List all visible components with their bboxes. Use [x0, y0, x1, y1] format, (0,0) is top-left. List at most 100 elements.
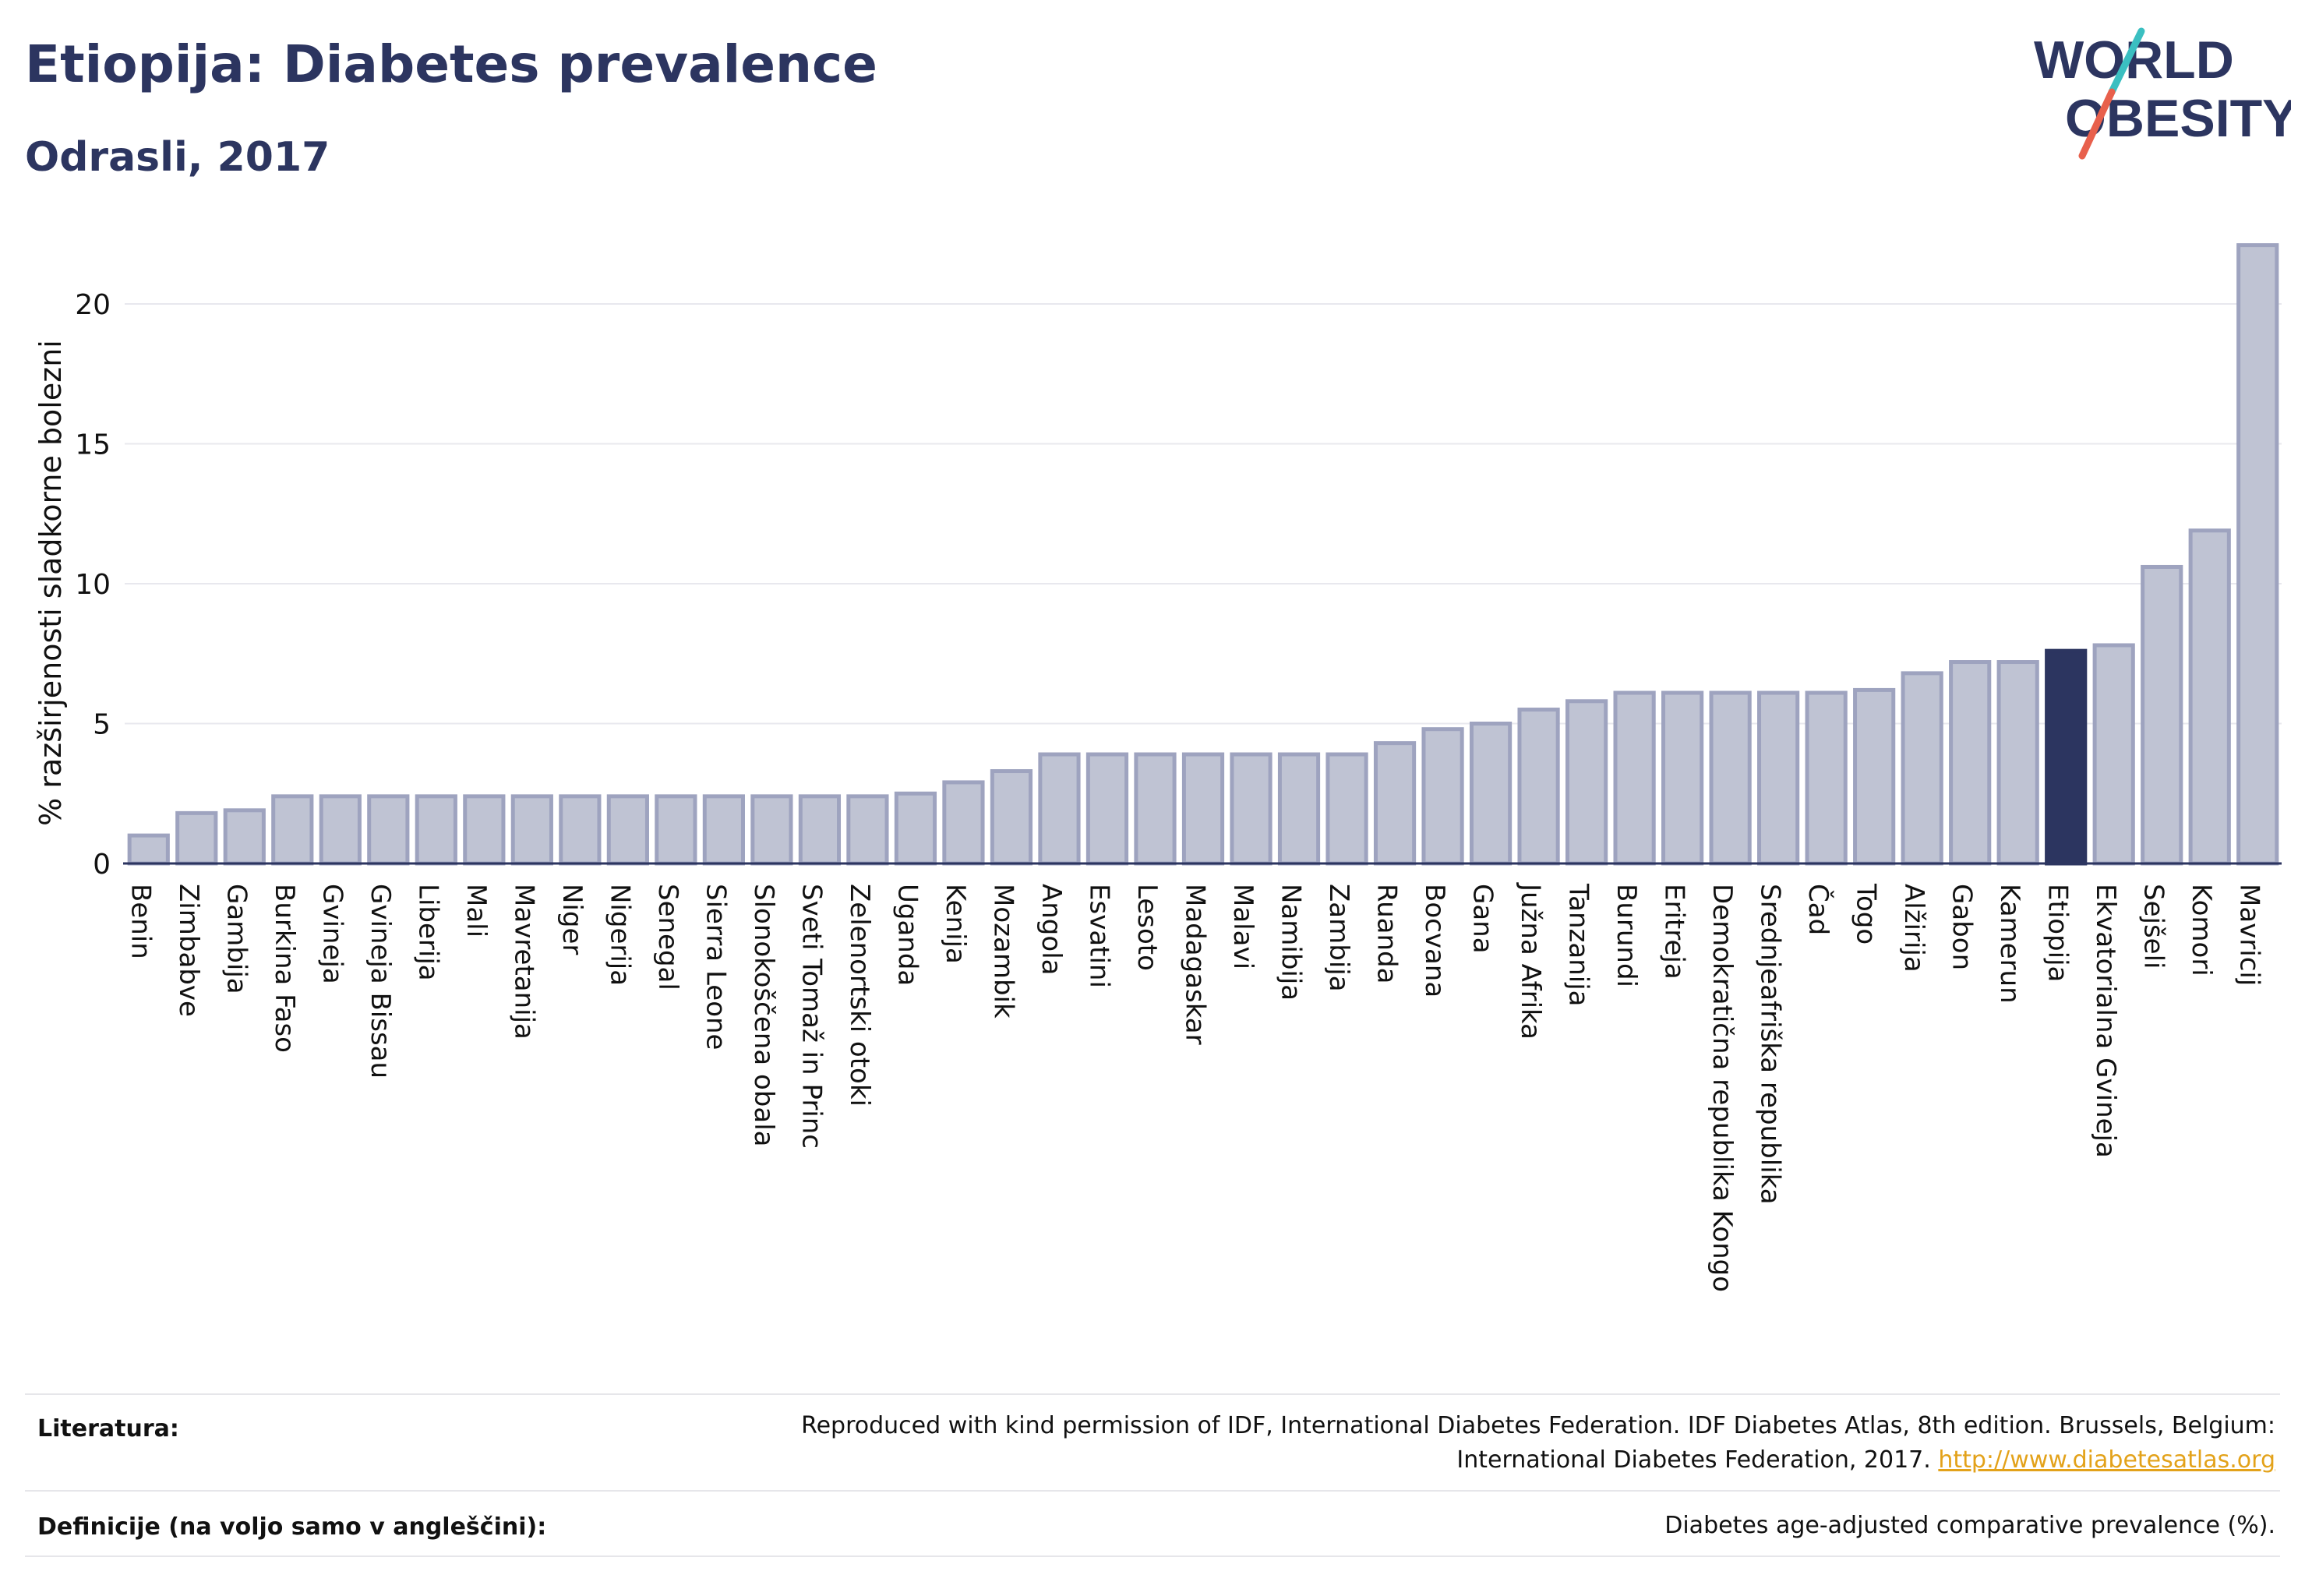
- x-category-label: Malavi: [1227, 884, 1258, 969]
- x-category-label: Slonokoščena obala: [748, 884, 779, 1146]
- x-category-label: Mozambik: [987, 884, 1018, 1019]
- chart-subtitle: Odrasli, 2017: [25, 134, 330, 181]
- references-line-2-wrap: International Diabetes Federation, 2017.…: [801, 1443, 2275, 1478]
- x-category-label: Nigerija: [604, 884, 635, 986]
- x-category-label: Liberija: [412, 884, 443, 981]
- footer-divider-mid: [25, 1490, 2280, 1492]
- bar: [223, 808, 266, 866]
- bar: [1949, 660, 1992, 866]
- bar: [1038, 752, 1081, 866]
- y-tick-label: 0: [93, 849, 111, 881]
- x-category-label: Etiopija: [2042, 884, 2074, 982]
- x-category-label: Angola: [1036, 884, 1067, 975]
- bar: [606, 794, 649, 866]
- x-category-label: Demokratična republika Kongo: [1707, 884, 1738, 1292]
- x-category-label: Zelenortski otoki: [844, 884, 875, 1107]
- x-category-label: Kamerun: [1994, 884, 2025, 1004]
- bar: [2188, 528, 2231, 866]
- bar: [510, 794, 553, 866]
- x-category-label: Alžirija: [1898, 884, 1929, 973]
- y-tick-labels: 0 5 10 15 20: [75, 289, 111, 881]
- x-category-label: Lesoto: [1131, 884, 1163, 971]
- bar: [1469, 722, 1513, 866]
- footer-divider-bottom: [25, 1555, 2280, 1557]
- bar: [271, 794, 314, 866]
- x-category-label: Gvineja Bissau: [365, 884, 396, 1079]
- bar-chart: 0 5 10 15 20 Benin Zimbabve Gambija Burkina Fas…: [34, 243, 2282, 1292]
- world-obesity-logo: WORLD OBESITY: [2034, 27, 2291, 160]
- bar: [942, 780, 985, 866]
- bar: [894, 791, 937, 866]
- x-category-label: Sejšeli: [2138, 884, 2169, 969]
- bar: [1325, 752, 1368, 866]
- references-line-2: International Diabetes Federation, 2017.: [1456, 1446, 1931, 1474]
- bar: [1853, 687, 1896, 866]
- bar: [1996, 660, 2039, 866]
- bar: [1757, 690, 1800, 866]
- x-category-label: Zambija: [1323, 884, 1354, 992]
- y-tick-label: 20: [75, 289, 111, 321]
- x-category-label: Gana: [1467, 884, 1498, 954]
- x-category-label: Bocvana: [1419, 884, 1450, 998]
- bar: [1661, 690, 1704, 866]
- x-category-label: Togo: [1851, 883, 1882, 945]
- bar: [367, 794, 410, 866]
- x-category-label: Zimbabve: [173, 884, 204, 1017]
- bar: [319, 794, 362, 866]
- x-category-label: Ruanda: [1371, 884, 1403, 983]
- x-category-label: Komori: [2186, 884, 2217, 976]
- bar: [702, 794, 745, 866]
- x-category-label: Eritreja: [1659, 884, 1690, 980]
- bar: [463, 794, 506, 866]
- bar: [1901, 671, 1943, 866]
- x-category-label: Madagaskar: [1180, 884, 1211, 1045]
- x-category-label: Čad: [1802, 884, 1834, 935]
- logo-slash-teal: [2108, 27, 2145, 96]
- bar: [559, 794, 602, 866]
- bar: [1613, 690, 1656, 866]
- x-category-label: Niger: [556, 884, 588, 955]
- x-category-label: Benin: [125, 884, 156, 959]
- y-axis-label: % razširjenosti sladkorne bolezni: [34, 340, 68, 826]
- bar: [1517, 708, 1560, 866]
- bar: [1805, 690, 1848, 866]
- x-category-label: Senegal: [652, 884, 683, 990]
- x-category-label: Tanzanija: [1563, 883, 1594, 1006]
- x-category-label: Mavretanija: [508, 884, 539, 1040]
- x-category-label: Mali: [461, 884, 492, 937]
- bar: [990, 769, 1033, 866]
- bar: [655, 794, 697, 866]
- x-category-label: Esvatini: [1083, 884, 1114, 988]
- x-category-label: Sveti Tomaž in Princ: [796, 884, 827, 1149]
- bar: [2236, 243, 2279, 866]
- footer-divider-top: [25, 1393, 2280, 1395]
- bar: [175, 810, 218, 866]
- x-category-label: Gvineja: [316, 884, 348, 984]
- definitions-text: Diabetes age-adjusted comparative preval…: [1664, 1512, 2275, 1539]
- y-tick-label: 15: [75, 429, 111, 461]
- bar: [127, 833, 170, 866]
- bar: [750, 794, 793, 866]
- x-category-label: Mavricij: [2234, 884, 2265, 986]
- bars-layer: [127, 243, 2279, 866]
- x-category-label: Ekvatorialna Gvineja: [2090, 884, 2121, 1158]
- x-category-label: Sierra Leone: [700, 884, 731, 1050]
- bar: [1230, 752, 1273, 866]
- x-category-label: Namibija: [1276, 884, 1307, 1001]
- bar: [1565, 699, 1608, 866]
- diabetes-atlas-link[interactable]: http://www.diabetesatlas.org: [1938, 1446, 2275, 1474]
- x-category-labels: Benin Zimbabve Gambija Burkina Faso Gvineja G…: [125, 882, 2264, 1292]
- x-category-label: Uganda: [891, 884, 923, 986]
- references-text: Reproduced with kind permission of IDF, …: [801, 1409, 2275, 1478]
- x-category-label: Kenija: [940, 884, 971, 964]
- bar: [1181, 752, 1225, 866]
- y-tick-label: 10: [75, 569, 111, 601]
- x-category-label: Burundi: [1611, 884, 1642, 987]
- bar: [1134, 752, 1177, 866]
- bar: [2092, 643, 2135, 866]
- bar: [1709, 690, 1752, 866]
- bar: [1277, 752, 1321, 866]
- definitions-label: Definicije (na voljo samo v angleščini):: [37, 1513, 547, 1541]
- x-category-label: Srednjeafriška republika: [1755, 884, 1786, 1205]
- x-category-label: Južna Afrika: [1515, 882, 1546, 1040]
